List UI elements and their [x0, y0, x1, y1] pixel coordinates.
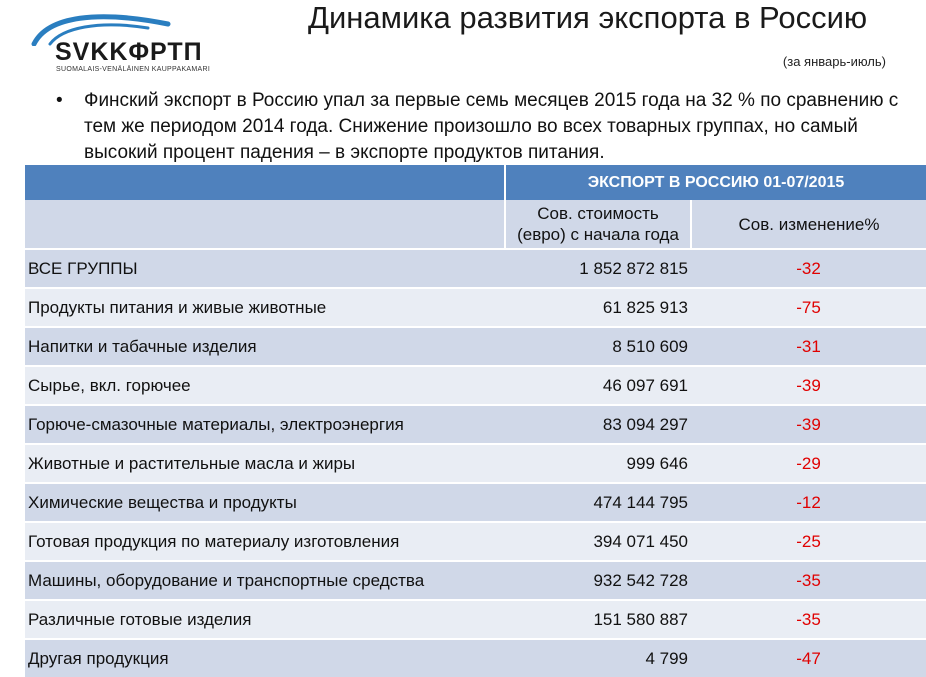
- logo: SVKKΦРТП SUOMALAIS-VENÄLÄINEN KAUPPAKAMA…: [28, 6, 228, 76]
- row-name: ВСЕ ГРУППЫ: [25, 248, 505, 288]
- row-name: Горюче-смазочные материалы, электроэнерг…: [25, 404, 505, 444]
- page-title: Динамика развития экспорта в Россию: [308, 0, 868, 35]
- subheader-blank-cell: [25, 200, 505, 249]
- row-name: Различные готовые изделия: [25, 599, 505, 639]
- row-value: 61 825 913: [505, 287, 691, 327]
- row-change: -47: [691, 638, 926, 677]
- column-header-change: Сов. изменение%: [689, 200, 926, 249]
- row-value: 151 580 887: [505, 599, 691, 639]
- logo-subtitle: SUOMALAIS-VENÄLÄINEN KAUPPAKAMARI: [56, 66, 211, 73]
- row-value: 4 799: [505, 638, 691, 677]
- column-header-value-line1: Сов. стоимость: [537, 204, 659, 223]
- row-name: Продукты питания и живые животные: [25, 287, 505, 327]
- header-export-title: ЭКСПОРТ В РОССИЮ 01-07/2015: [503, 165, 926, 200]
- table-row: Другая продукция 4 799 -47: [25, 638, 926, 677]
- row-change: -39: [691, 365, 926, 405]
- row-value: 8 510 609: [505, 326, 691, 366]
- row-name: Машины, оборудование и транспортные сред…: [25, 560, 505, 600]
- logo-name: SVKKΦРТП: [55, 38, 203, 66]
- row-change: -32: [691, 248, 926, 288]
- table-row: Продукты питания и живые животные 61 825 …: [25, 287, 926, 327]
- table-row: ВСЕ ГРУППЫ 1 852 872 815 -32: [25, 248, 926, 288]
- row-value: 999 646: [505, 443, 691, 483]
- table-header-row: ЭКСПОРТ В РОССИЮ 01-07/2015: [25, 165, 926, 200]
- row-name: Другая продукция: [25, 638, 505, 677]
- row-value: 474 144 795: [505, 482, 691, 522]
- table-row: Напитки и табачные изделия 8 510 609 -31: [25, 326, 926, 366]
- row-change: -39: [691, 404, 926, 444]
- row-change: -35: [691, 560, 926, 600]
- table-row: Животные и растительные масла и жиры 999 …: [25, 443, 926, 483]
- row-value: 1 852 872 815: [505, 248, 691, 288]
- page-subtitle: (за январь-июль): [782, 54, 886, 69]
- row-name: Напитки и табачные изделия: [25, 326, 505, 366]
- table-row: Различные готовые изделия 151 580 887 -35: [25, 599, 926, 639]
- row-change: -25: [691, 521, 926, 561]
- logo-arc-icon: [31, 14, 171, 46]
- row-name: Химические вещества и продукты: [25, 482, 505, 522]
- row-change: -75: [691, 287, 926, 327]
- bullet-text: Финский экспорт в Россию упал за первые …: [84, 90, 899, 163]
- row-value: 932 542 728: [505, 560, 691, 600]
- row-change: -35: [691, 599, 926, 639]
- table-row: Химические вещества и продукты 474 144 79…: [25, 482, 926, 522]
- row-value: 46 097 691: [505, 365, 691, 405]
- row-name: Сырье, вкл. горючее: [25, 365, 505, 405]
- export-table: ЭКСПОРТ В РОССИЮ 01-07/2015 Сов. стоимос…: [25, 165, 926, 677]
- table-row: Машины, оборудование и транспортные сред…: [25, 560, 926, 600]
- row-value: 83 094 297: [505, 404, 691, 444]
- row-change: -29: [691, 443, 926, 483]
- table-row: Сырье, вкл. горючее 46 097 691 -39: [25, 365, 926, 405]
- row-name: Готовая продукция по материалу изготовле…: [25, 521, 505, 561]
- bullet-dot-icon: •: [56, 90, 63, 111]
- column-header-value-line2: (евро) с начала года: [517, 225, 679, 244]
- table-row: Готовая продукция по материалу изготовле…: [25, 521, 926, 561]
- row-name: Животные и растительные масла и жиры: [25, 443, 505, 483]
- column-header-value: Сов. стоимость (евро) с начала года: [504, 200, 691, 249]
- table-subheader-row: Сов. стоимость (евро) с начала года Сов.…: [25, 200, 926, 249]
- row-value: 394 071 450: [505, 521, 691, 561]
- row-change: -12: [691, 482, 926, 522]
- header-blank-cell: [25, 165, 505, 200]
- row-change: -31: [691, 326, 926, 366]
- table-row: Горюче-смазочные материалы, электроэнерг…: [25, 404, 926, 444]
